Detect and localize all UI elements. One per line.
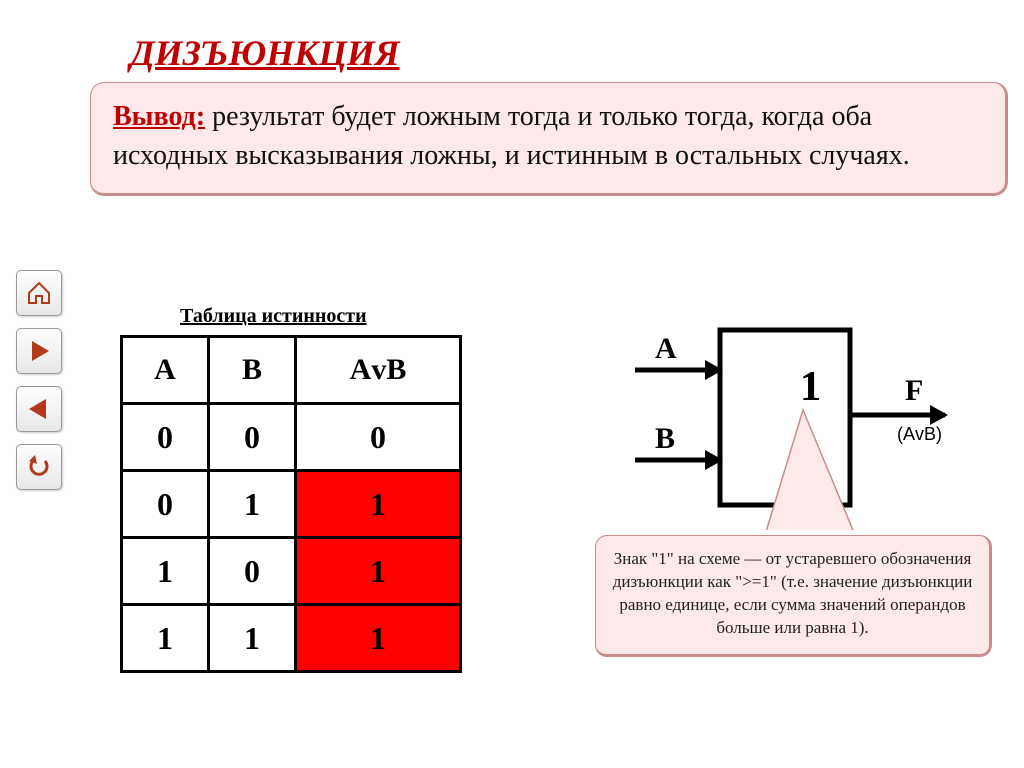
th-a: А <box>122 337 209 404</box>
conclusion-text: результат будет ложным тогда и только то… <box>113 101 910 171</box>
conclusion-panel: Вывод: результат будет ложным тогда и то… <box>90 82 1008 196</box>
svg-text:1: 1 <box>800 364 821 410</box>
back-button[interactable] <box>16 386 62 432</box>
table-row: 0 0 0 <box>122 404 461 471</box>
table-row: 0 1 1 <box>122 471 461 538</box>
th-result: АvВ <box>296 337 461 404</box>
table-row: 1 1 1 <box>122 605 461 672</box>
play-button[interactable] <box>16 328 62 374</box>
home-button[interactable] <box>16 270 62 316</box>
gate-note-panel: Знак "1" на схеме — от устаревшего обозн… <box>595 535 992 657</box>
conclusion-label: Вывод: <box>113 101 205 132</box>
page-title: ДИЗЪЮНКЦИЯ <box>130 32 400 74</box>
table-row: 1 0 1 <box>122 538 461 605</box>
gate-output-label: F <box>905 374 923 407</box>
logic-gate-diagram: A B F (АvВ) 1 1 <box>605 320 965 520</box>
th-b: В <box>209 337 296 404</box>
table-caption: Таблица истинности <box>180 305 367 328</box>
gate-input-b-label: B <box>655 422 675 455</box>
nav-buttons <box>16 270 62 490</box>
truth-table: А В АvВ 0 0 0 0 1 1 1 0 1 1 1 1 <box>120 335 462 673</box>
gate-note-text: Знак "1" на схеме — от устаревшего обозн… <box>610 548 975 640</box>
gate-input-a-label: A <box>655 332 677 365</box>
undo-button[interactable] <box>16 444 62 490</box>
gate-output-sublabel: (АvВ) <box>897 424 942 444</box>
table-header-row: А В АvВ <box>122 337 461 404</box>
